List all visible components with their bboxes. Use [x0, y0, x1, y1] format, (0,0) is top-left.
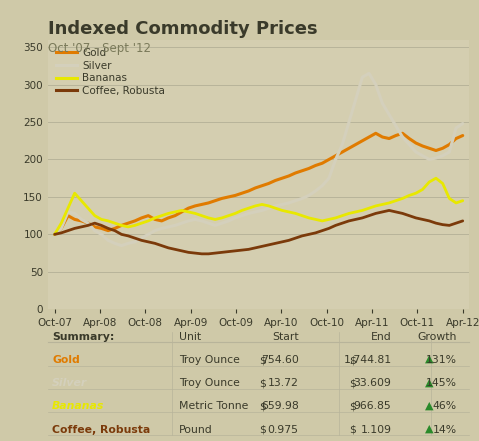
- Text: $: $: [349, 401, 356, 411]
- Text: $: $: [349, 378, 356, 388]
- Text: $: $: [259, 425, 265, 435]
- Text: ▲: ▲: [425, 423, 433, 434]
- Text: $: $: [259, 401, 265, 411]
- Text: ▲: ▲: [425, 354, 433, 364]
- Text: Growth: Growth: [417, 332, 457, 342]
- Text: 1.109: 1.109: [360, 425, 391, 435]
- Text: Metric Tonne: Metric Tonne: [179, 401, 248, 411]
- Text: $: $: [349, 425, 356, 435]
- Text: Coffee, Robusta: Coffee, Robusta: [52, 425, 150, 435]
- Text: 14%: 14%: [433, 425, 457, 435]
- Text: Silver: Silver: [52, 378, 87, 388]
- Text: 754.60: 754.60: [261, 355, 299, 365]
- Text: 46%: 46%: [433, 401, 457, 411]
- Text: 145%: 145%: [426, 378, 457, 388]
- Text: Unit: Unit: [179, 332, 201, 342]
- Text: Start: Start: [272, 332, 299, 342]
- Text: 33.609: 33.609: [354, 378, 391, 388]
- Text: Indexed Commodity Prices: Indexed Commodity Prices: [48, 20, 318, 38]
- Text: Bananas: Bananas: [52, 401, 104, 411]
- Text: $: $: [259, 355, 265, 365]
- Text: $: $: [259, 378, 265, 388]
- Legend: Gold, Silver, Bananas, Coffee, Robusta: Gold, Silver, Bananas, Coffee, Robusta: [53, 45, 168, 99]
- Text: ▲: ▲: [425, 377, 433, 387]
- Text: 659.98: 659.98: [261, 401, 299, 411]
- Text: 0.975: 0.975: [268, 425, 299, 435]
- Text: 13.72: 13.72: [268, 378, 299, 388]
- Text: 131%: 131%: [426, 355, 457, 365]
- Text: End: End: [371, 332, 391, 342]
- Text: Gold: Gold: [52, 355, 80, 365]
- Text: Summary:: Summary:: [52, 332, 114, 342]
- Text: 966.85: 966.85: [354, 401, 391, 411]
- Text: ▲: ▲: [425, 400, 433, 411]
- Text: 1,744.81: 1,744.81: [343, 355, 391, 365]
- Text: $: $: [349, 355, 356, 365]
- Text: Pound: Pound: [179, 425, 212, 435]
- Text: Troy Ounce: Troy Ounce: [179, 355, 240, 365]
- Text: Oct '07 - Sept '12: Oct '07 - Sept '12: [48, 42, 151, 55]
- Text: Troy Ounce: Troy Ounce: [179, 378, 240, 388]
